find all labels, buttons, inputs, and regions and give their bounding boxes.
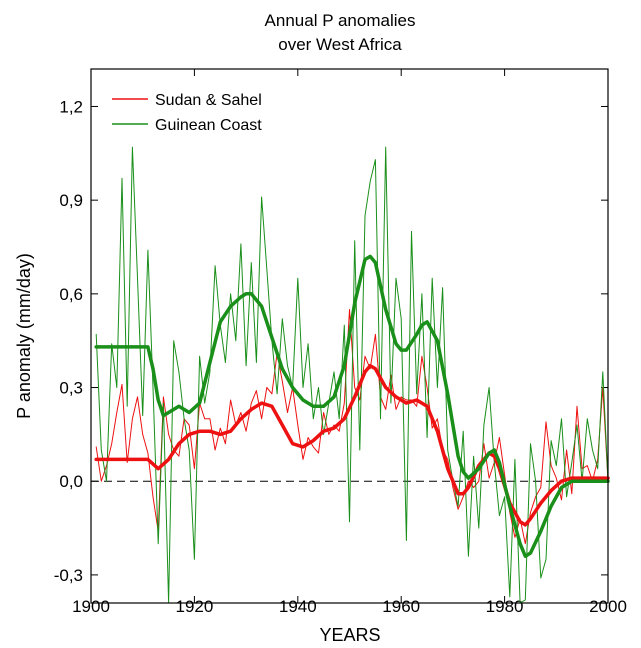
series-line-sudan-annual	[95, 309, 609, 545]
y-tick-label: 0,0	[59, 472, 83, 491]
y-tick-label: 0,3	[59, 379, 83, 398]
x-tick-label: 1980	[486, 597, 524, 616]
chart-title-line-1: Annual P anomalies	[265, 11, 416, 30]
legend-label-sudan: Sudan & Sahel	[155, 92, 262, 109]
x-tick-label: 1940	[279, 597, 317, 616]
x-tick-label: 1900	[72, 597, 110, 616]
legend-label-guinean: Guinean Coast	[155, 117, 262, 134]
x-axis-title: YEARS	[319, 625, 380, 645]
x-tick-label: 1920	[175, 597, 213, 616]
y-tick-label: 0,6	[59, 285, 83, 304]
series-line-guinean-annual	[95, 146, 609, 604]
y-tick-label: 0,9	[59, 191, 83, 210]
chart-title-line-2: over West Africa	[278, 35, 402, 54]
y-tick-label: 1,2	[59, 97, 83, 116]
plot-frame	[90, 68, 609, 604]
y-tick-label: -0,3	[54, 566, 83, 585]
x-tick-label: 2000	[589, 597, 627, 616]
x-tick-label: 1960	[382, 597, 420, 616]
series-line-sudan-smoothed	[94, 363, 610, 527]
legend: Sudan & Sahel Guinean Coast	[112, 92, 262, 134]
plot-series-group	[94, 146, 610, 604]
axes-group: 1900 1920 1940 1960 1980 2000 -0,3 0,0 0,3 0,6 0,9…	[54, 69, 627, 616]
series-line-guinean-smoothed	[94, 254, 610, 558]
y-axis-title: P anomaly (mm/day)	[14, 253, 34, 419]
